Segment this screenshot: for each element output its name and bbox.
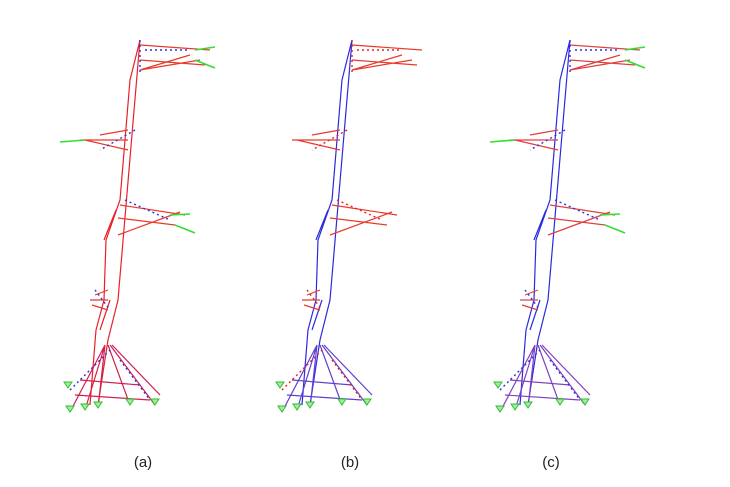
crossarms [79,44,211,311]
mast [301,39,353,406]
tower-b [275,39,423,413]
panel-label: (a) [134,454,152,471]
crossarms [509,44,641,311]
tower-a [59,39,216,413]
panel-label: (b) [341,454,359,471]
panel-label: (c) [542,454,560,471]
base [281,344,373,413]
mast [89,39,141,406]
base [499,344,591,413]
mast [519,39,571,406]
tower-c [489,39,646,413]
crossarms [291,44,423,311]
base [69,344,161,413]
